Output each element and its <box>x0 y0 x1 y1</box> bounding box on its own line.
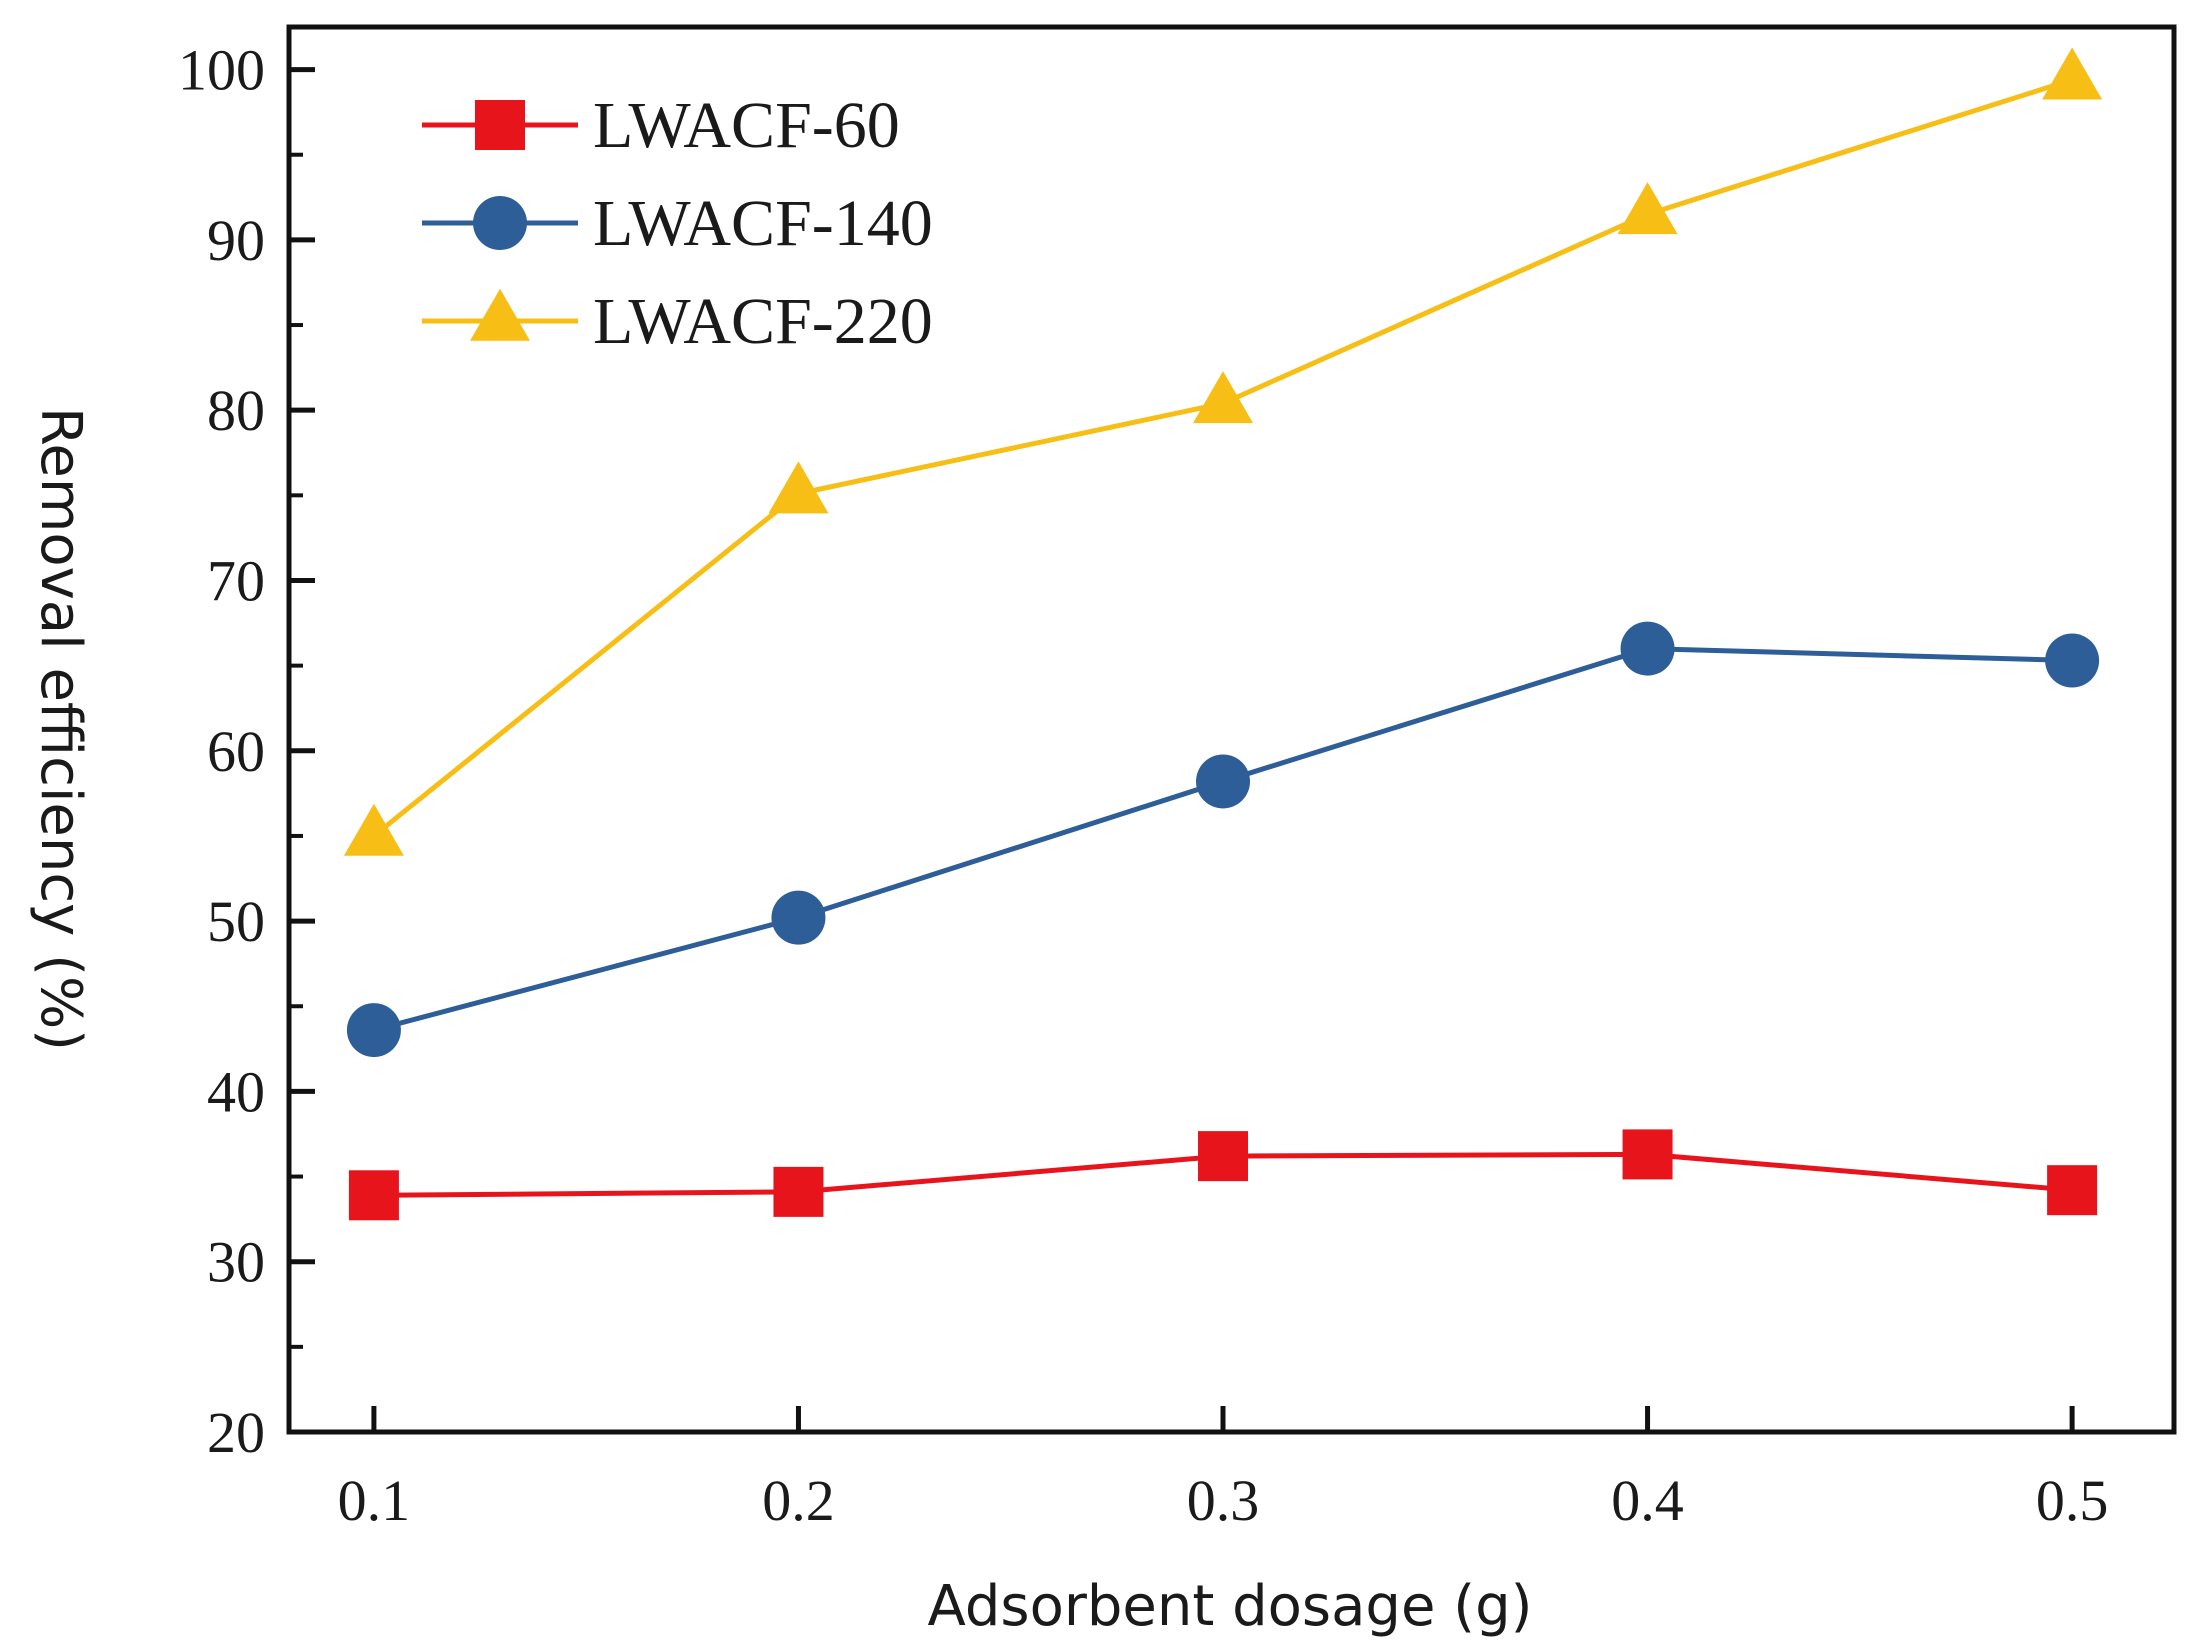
series-lwacf-140 <box>346 621 2100 1058</box>
data-point <box>346 1003 401 1058</box>
series-lwacf-60 <box>348 1129 2098 1221</box>
legend-label: LWACF-60 <box>593 89 900 162</box>
data-point <box>1622 1129 1673 1180</box>
data-point <box>773 1166 824 1217</box>
data-point <box>1198 1131 1249 1182</box>
legend-item: LWACF-140 <box>422 187 933 260</box>
legend-label: LWACF-140 <box>593 187 933 260</box>
x-axis-title: Adsorbent dosage (g) <box>928 1574 1533 1639</box>
series-layer <box>343 47 2103 1221</box>
y-tick-label: 40 <box>207 1059 265 1124</box>
y-tick-label: 20 <box>207 1400 265 1465</box>
y-tick-label: 50 <box>207 889 265 954</box>
legend-marker <box>470 288 530 341</box>
y-tick-label: 100 <box>178 38 265 103</box>
data-point <box>2047 1165 2098 1216</box>
data-point <box>1617 182 1678 235</box>
series-lwacf-220 <box>343 47 2103 856</box>
legend: LWACF-60 LWACF-140 LWACF-220 <box>422 89 933 358</box>
data-point <box>2045 633 2100 688</box>
x-tick-label: 0.4 <box>1611 1468 1684 1533</box>
x-tick-label: 0.5 <box>2036 1468 2109 1533</box>
data-point <box>771 890 826 945</box>
x-tick-label: 0.1 <box>338 1468 411 1533</box>
data-point <box>1620 621 1675 676</box>
data-point <box>2042 47 2103 100</box>
x-axis-ticks: 0.1 0.2 0.3 0.4 0.5 <box>338 1406 2109 1533</box>
y-tick-label: 60 <box>207 719 265 784</box>
y-tick-label: 30 <box>207 1230 265 1295</box>
y-tick-label: 90 <box>207 208 265 273</box>
x-tick-label: 0.3 <box>1187 1468 1260 1533</box>
plot-frame <box>286 24 2177 1435</box>
data-point <box>768 461 829 514</box>
y-axis-title: Removal efficiency (%) <box>28 407 93 1051</box>
legend-item: LWACF-60 <box>422 89 900 162</box>
data-point <box>1193 371 1254 424</box>
y-tick-label: 80 <box>207 378 265 443</box>
legend-marker <box>473 196 527 250</box>
data-point <box>343 803 404 856</box>
x-tick-label: 0.2 <box>762 1468 835 1533</box>
y-axis-ticks: 20 30 40 50 60 70 80 90 100 <box>178 38 315 1465</box>
legend-label: LWACF-220 <box>593 285 933 358</box>
series-line <box>373 646 2073 1033</box>
data-point <box>1196 754 1251 809</box>
y-tick-label: 70 <box>207 548 265 613</box>
legend-marker <box>475 100 525 150</box>
data-point <box>348 1170 399 1221</box>
legend-item: LWACF-220 <box>422 285 933 358</box>
